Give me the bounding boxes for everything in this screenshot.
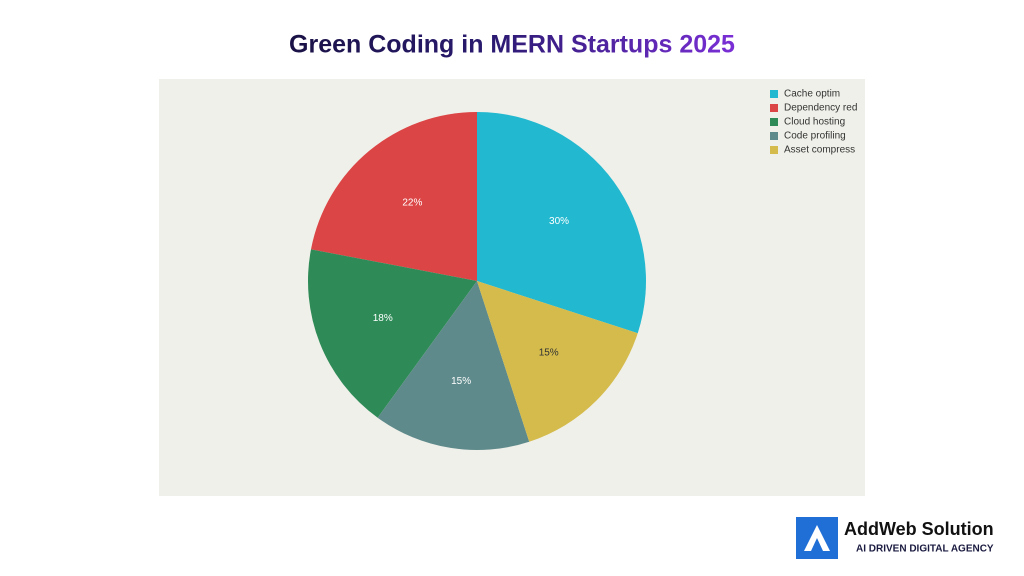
legend-label: Code profiling (784, 131, 846, 142)
slice-label: 15% (451, 376, 471, 387)
legend-swatch (770, 132, 778, 140)
slice-label: 18% (373, 313, 393, 324)
pie-slice (477, 281, 638, 442)
chart-title: Green Coding in MERN Startups 2025 (289, 31, 735, 59)
brand-name: AddWeb Solution (844, 519, 994, 539)
legend-label: Cloud hosting (784, 117, 845, 128)
pie-slice (310, 112, 477, 281)
pie-slice (477, 112, 646, 334)
pie-slice (377, 281, 530, 450)
legend-swatch (770, 104, 778, 112)
logo: AddWeb Solution AI DRIVEN DIGITAL AGENCY (796, 517, 994, 559)
pie-slice (308, 249, 477, 418)
brand-tagline: AI DRIVEN DIGITAL AGENCY (856, 544, 994, 555)
legend-label: Asset compress (784, 145, 855, 156)
slice-label: 30% (549, 216, 569, 227)
legend-label: Dependency red (784, 103, 857, 114)
slice-label: 22% (402, 198, 422, 209)
legend-label: Cache optim (784, 89, 840, 100)
legend-swatch (770, 90, 778, 98)
legend-swatch (770, 146, 778, 154)
legend-swatch (770, 118, 778, 126)
slice-label: 15% (539, 347, 559, 358)
logo-glyph (804, 525, 830, 551)
